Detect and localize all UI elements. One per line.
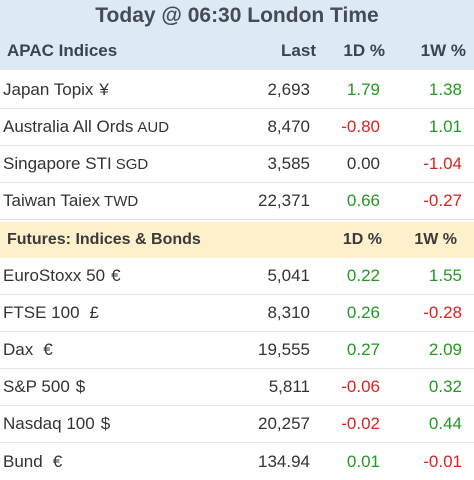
table-row: Bund € 134.94 0.01 -0.01 bbox=[0, 443, 474, 480]
last-value: 8,310 bbox=[267, 303, 310, 322]
row-name: FTSE 100 bbox=[3, 303, 80, 322]
change-1w: 1.55 bbox=[428, 266, 462, 285]
currency-label: € bbox=[111, 266, 121, 285]
table-row: Singapore STI SGD 3,585 0.00 -1.04 bbox=[0, 146, 474, 183]
currency-label: $ bbox=[100, 414, 111, 433]
change-1w: 1.01 bbox=[428, 117, 462, 136]
change-1d: 0.66 bbox=[346, 191, 380, 210]
last-value: 20,257 bbox=[258, 414, 310, 433]
last-value: 22,371 bbox=[258, 191, 310, 210]
apac-header-row: APAC Indices Last 1D % 1W % bbox=[0, 32, 474, 70]
row-name: S&P 500 bbox=[3, 377, 70, 396]
change-1d: -0.02 bbox=[341, 414, 380, 433]
currency-label: £ bbox=[89, 303, 100, 322]
table-row: Dax € 19,555 0.27 2.09 bbox=[0, 332, 474, 369]
last-value: 8,470 bbox=[267, 117, 310, 136]
last-value: 3,585 bbox=[267, 154, 310, 173]
table-row: Japan Topix ¥ 2,693 1.79 1.38 bbox=[0, 72, 474, 109]
row-name: Australia All Ords bbox=[3, 117, 134, 136]
table-row: S&P 500 $ 5,811 -0.06 0.32 bbox=[0, 369, 474, 406]
change-1d: -0.06 bbox=[341, 377, 380, 396]
row-name: Nasdaq 100 bbox=[3, 414, 95, 433]
change-1w: -0.01 bbox=[423, 451, 462, 471]
last-value: 134.94 bbox=[258, 451, 310, 471]
change-1d: 0.22 bbox=[346, 266, 380, 285]
currency-label: $ bbox=[75, 377, 86, 396]
last-value: 2,693 bbox=[267, 80, 310, 99]
last-value: 19,555 bbox=[258, 340, 310, 359]
futures-header-row: Futures: Indices & Bonds 1D % 1W % bbox=[0, 222, 474, 258]
table-row: Nasdaq 100 $ 20,257 -0.02 0.44 bbox=[0, 406, 474, 443]
currency-label: AUD bbox=[137, 118, 170, 136]
futures-header-1w: 1W % bbox=[414, 231, 457, 248]
row-name: Dax bbox=[3, 340, 34, 359]
change-1d: 0.27 bbox=[346, 340, 380, 359]
change-1w: 2.09 bbox=[428, 340, 462, 359]
futures-header-1d: 1D % bbox=[342, 231, 382, 248]
row-name: Japan Topix bbox=[3, 80, 94, 99]
currency-label: € bbox=[43, 340, 53, 359]
futures-header-name: Futures: Indices & Bonds bbox=[7, 231, 201, 248]
change-1w: -0.27 bbox=[423, 191, 462, 210]
last-value: 5,041 bbox=[267, 266, 310, 285]
change-1d: 0.26 bbox=[346, 303, 380, 322]
currency-label: € bbox=[52, 451, 63, 471]
apac-header-1w: 1W % bbox=[420, 41, 466, 60]
row-name: Taiwan Taiex bbox=[3, 191, 101, 210]
row-name: EuroStoxx 50 bbox=[3, 266, 106, 285]
apac-header-name: APAC Indices bbox=[7, 41, 118, 60]
table-row: EuroStoxx 50 € 5,041 0.22 1.55 bbox=[0, 258, 474, 295]
change-1w: -0.28 bbox=[423, 303, 462, 322]
currency-label: SGD bbox=[115, 155, 149, 173]
change-1d: -0.80 bbox=[341, 117, 380, 136]
currency-label: ¥ bbox=[99, 80, 109, 99]
table-row: Taiwan Taiex TWD 22,371 0.66 -0.27 bbox=[0, 183, 474, 220]
change-1w: 0.32 bbox=[428, 377, 462, 396]
last-value: 5,811 bbox=[268, 377, 310, 396]
table-row: FTSE 100 £ 8,310 0.26 -0.28 bbox=[0, 295, 474, 332]
row-name: Bund bbox=[3, 451, 43, 471]
currency-label: TWD bbox=[104, 192, 139, 210]
change-1w: 0.44 bbox=[428, 414, 462, 433]
change-1w: 1.38 bbox=[428, 80, 462, 99]
page-title: Today @ 06:30 London Time bbox=[0, 0, 474, 32]
apac-header-1d: 1D % bbox=[343, 41, 385, 60]
change-1d: 0.00 bbox=[346, 154, 380, 173]
change-1d: 1.79 bbox=[346, 80, 380, 99]
change-1d: 0.01 bbox=[346, 451, 380, 471]
apac-header-last: Last bbox=[281, 41, 316, 60]
table-row: Australia All Ords AUD 8,470 -0.80 1.01 bbox=[0, 109, 474, 146]
row-name: Singapore STI bbox=[3, 154, 112, 173]
change-1w: -1.04 bbox=[423, 154, 462, 173]
